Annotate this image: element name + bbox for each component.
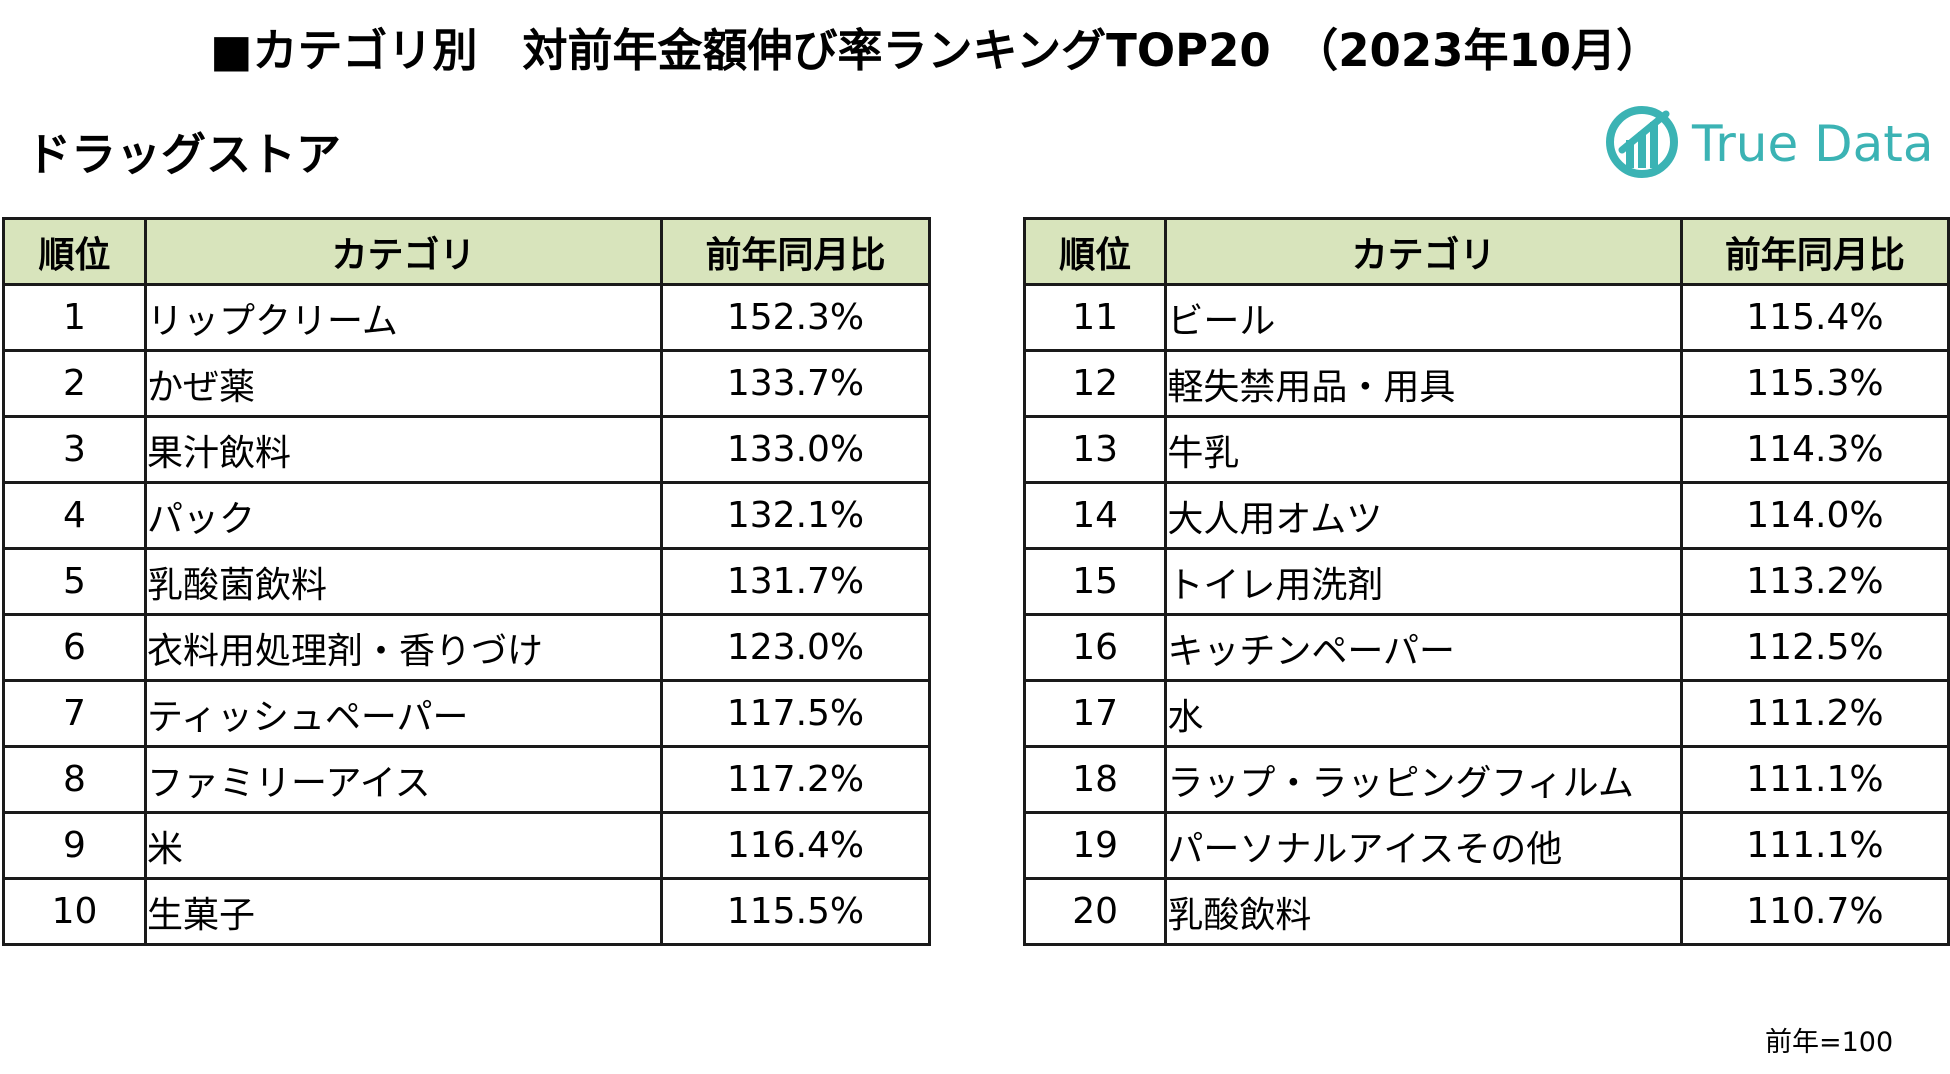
header-category: カテゴリ <box>1164 217 1683 286</box>
ratio-cell: 152.3% <box>660 283 931 352</box>
category-cell: パック <box>144 481 663 550</box>
truedata-logo: True Data <box>1604 104 1933 184</box>
table-row: 5 乳酸菌飲料 131.7% <box>2 547 931 616</box>
header-rank: 順位 <box>2 217 147 286</box>
table-row: 3 果汁飲料 133.0% <box>2 415 931 484</box>
table-row: 19 パーソナルアイスその他 111.1% <box>1022 811 1950 880</box>
ratio-cell: 111.1% <box>1679 745 1950 814</box>
category-cell: キッチンペーパー <box>1164 613 1683 682</box>
table-row: 14 大人用オムツ 114.0% <box>1022 481 1950 550</box>
ratio-cell: 111.1% <box>1679 811 1950 880</box>
ratio-cell: 117.5% <box>660 679 931 748</box>
table-row: 1 リップクリーム 152.3% <box>2 283 931 352</box>
table-row: 10 生菓子 115.5% <box>2 877 931 946</box>
table-row: 8 ファミリーアイス 117.2% <box>2 745 931 814</box>
ratio-cell: 114.3% <box>1679 415 1950 484</box>
table-row: 20 乳酸飲料 110.7% <box>1022 877 1950 946</box>
section-subtitle: ドラッグストア <box>26 128 342 181</box>
table-row: 7 ティッシュペーパー 117.5% <box>2 679 931 748</box>
table-header-row: 順位 カテゴリ 前年同月比 <box>2 217 931 286</box>
ratio-cell: 123.0% <box>660 613 931 682</box>
rank-cell: 15 <box>1022 547 1168 616</box>
header-rank: 順位 <box>1022 217 1168 286</box>
category-cell: ラップ・ラッピングフィルム <box>1164 745 1683 814</box>
table-row: 12 軽失禁用品・用具 115.3% <box>1022 349 1950 418</box>
category-cell: 牛乳 <box>1164 415 1683 484</box>
category-cell: 果汁飲料 <box>144 415 663 484</box>
rank-cell: 18 <box>1022 745 1168 814</box>
ranking-table-left: 順位 カテゴリ 前年同月比 1 リップクリーム 152.3% 2 かぜ薬 133.7% … <box>2 217 931 946</box>
category-cell: かぜ薬 <box>144 349 663 418</box>
category-cell: 大人用オムツ <box>1164 481 1683 550</box>
category-cell: 生菓子 <box>144 877 663 946</box>
rank-cell: 8 <box>2 745 147 814</box>
footnote-baseline: 前年=100 <box>1765 1027 1894 1058</box>
category-cell: パーソナルアイスその他 <box>1164 811 1683 880</box>
table-row: 4 パック 132.1% <box>2 481 931 550</box>
rank-cell: 5 <box>2 547 147 616</box>
ratio-cell: 133.7% <box>660 349 931 418</box>
rank-cell: 20 <box>1022 877 1168 946</box>
ratio-cell: 133.0% <box>660 415 931 484</box>
ratio-cell: 115.5% <box>660 877 931 946</box>
ratio-cell: 112.5% <box>1679 613 1950 682</box>
ratio-cell: 115.3% <box>1679 349 1950 418</box>
rank-cell: 2 <box>2 349 147 418</box>
category-cell: トイレ用洗剤 <box>1164 547 1683 616</box>
category-cell: 水 <box>1164 679 1683 748</box>
logo-text: True Data <box>1692 115 1934 173</box>
category-cell: 米 <box>144 811 663 880</box>
page-title: ■カテゴリ別 対前年金額伸び率ランキングTOP20 （2023年10月） <box>210 24 1662 77</box>
category-cell: ビール <box>1164 283 1683 352</box>
category-cell: ティッシュペーパー <box>144 679 663 748</box>
rank-cell: 4 <box>2 481 147 550</box>
table-row: 2 かぜ薬 133.7% <box>2 349 931 418</box>
table-row: 18 ラップ・ラッピングフィルム 111.1% <box>1022 745 1950 814</box>
table-row: 16 キッチンペーパー 112.5% <box>1022 613 1950 682</box>
header-category: カテゴリ <box>144 217 663 286</box>
bar-chart-logo-icon <box>1604 104 1680 184</box>
rank-cell: 6 <box>2 613 147 682</box>
ratio-cell: 114.0% <box>1679 481 1950 550</box>
ranking-table-right: 順位 カテゴリ 前年同月比 11 ビール 115.4% 12 軽失禁用品・用具 115.… <box>1022 217 1950 946</box>
rank-cell: 1 <box>2 283 147 352</box>
ratio-cell: 115.4% <box>1679 283 1950 352</box>
ratio-cell: 131.7% <box>660 547 931 616</box>
rank-cell: 17 <box>1022 679 1168 748</box>
rank-cell: 9 <box>2 811 147 880</box>
rank-cell: 3 <box>2 415 147 484</box>
ratio-cell: 132.1% <box>660 481 931 550</box>
rank-cell: 13 <box>1022 415 1168 484</box>
header-ratio: 前年同月比 <box>660 217 931 286</box>
ratio-cell: 116.4% <box>660 811 931 880</box>
rank-cell: 12 <box>1022 349 1168 418</box>
category-cell: 軽失禁用品・用具 <box>1164 349 1683 418</box>
category-cell: 乳酸菌飲料 <box>144 547 663 616</box>
category-cell: リップクリーム <box>144 283 663 352</box>
table-row: 15 トイレ用洗剤 113.2% <box>1022 547 1950 616</box>
table-row: 17 水 111.2% <box>1022 679 1950 748</box>
ratio-cell: 110.7% <box>1679 877 1950 946</box>
ratio-cell: 117.2% <box>660 745 931 814</box>
table-row: 9 米 116.4% <box>2 811 931 880</box>
table-header-row: 順位 カテゴリ 前年同月比 <box>1022 217 1950 286</box>
category-cell: 衣料用処理剤・香りづけ <box>144 613 663 682</box>
rank-cell: 7 <box>2 679 147 748</box>
rank-cell: 14 <box>1022 481 1168 550</box>
category-cell: ファミリーアイス <box>144 745 663 814</box>
table-row: 6 衣料用処理剤・香りづけ 123.0% <box>2 613 931 682</box>
ratio-cell: 111.2% <box>1679 679 1950 748</box>
rank-cell: 11 <box>1022 283 1168 352</box>
table-row: 11 ビール 115.4% <box>1022 283 1950 352</box>
ratio-cell: 113.2% <box>1679 547 1950 616</box>
rank-cell: 19 <box>1022 811 1168 880</box>
rank-cell: 16 <box>1022 613 1168 682</box>
header-ratio: 前年同月比 <box>1679 217 1950 286</box>
rank-cell: 10 <box>2 877 147 946</box>
table-row: 13 牛乳 114.3% <box>1022 415 1950 484</box>
category-cell: 乳酸飲料 <box>1164 877 1683 946</box>
